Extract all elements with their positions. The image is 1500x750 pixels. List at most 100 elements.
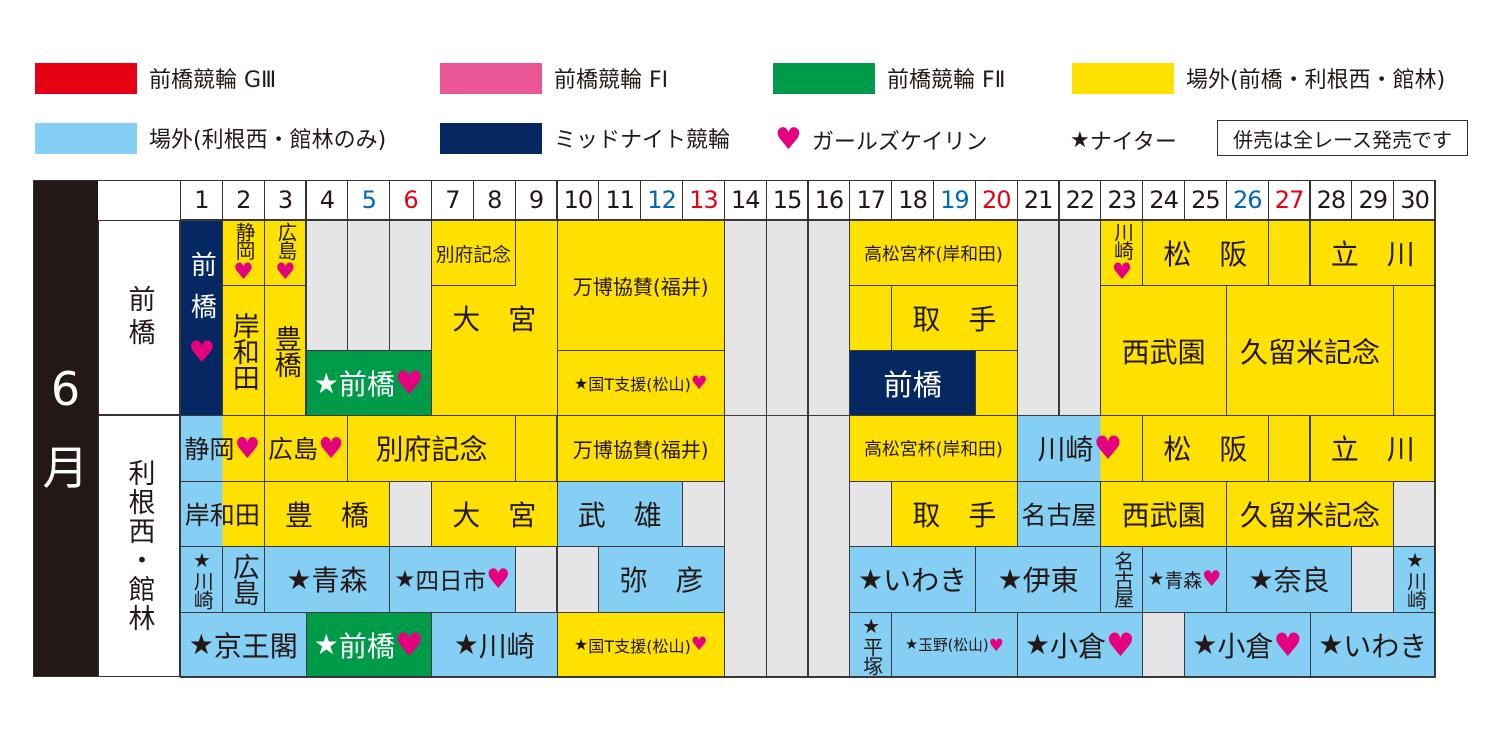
day-header-7: 7	[431, 180, 474, 220]
race-cell: 万博協賛(福井)	[556, 415, 725, 482]
legend-label: 場外(前橋・利根西・館林)	[1186, 68, 1446, 93]
empty-cell	[682, 480, 725, 547]
heart-icon: ♥	[690, 372, 708, 394]
star-icon: ★	[1318, 628, 1344, 662]
legend-item-midnight: ミッドナイト競輪	[440, 122, 730, 154]
race-name: 京王閣	[213, 629, 298, 663]
filler-cell	[514, 415, 558, 482]
legend-label: ミッドナイト競輪	[554, 128, 731, 153]
day-header-9: 9	[514, 180, 558, 220]
day-header-4: 4	[305, 180, 349, 220]
empty-cell	[1393, 480, 1436, 547]
star-icon: ★	[1192, 628, 1218, 662]
heart-icon: ♥	[1106, 625, 1135, 664]
race-cell: 高松宮杯(岸和田)	[849, 220, 1018, 286]
race-cell: 豊橋	[263, 285, 307, 416]
day-header-3: 3	[263, 180, 307, 220]
race-cell: 松 阪	[1142, 220, 1269, 286]
race-name: 西武園	[1121, 335, 1206, 369]
race-name: 立 川	[1330, 433, 1415, 467]
race-name: 小倉	[1217, 629, 1274, 663]
legend-item-f1: 前橋競輪 FⅠ	[440, 62, 668, 94]
race-cell: 西武園	[1100, 285, 1227, 416]
race-cell: 川崎 ♥	[1016, 415, 1144, 482]
race-cell: 高松宮杯(岸和田)	[849, 415, 1018, 482]
race-name: 岸和田	[184, 500, 260, 530]
race-cell: ★ 奈良	[1225, 546, 1353, 613]
race-name: 前橋	[338, 629, 395, 663]
race-cell: ★ 国T支援(松山) ♥	[556, 611, 725, 678]
legend-swatch	[440, 62, 542, 94]
empty-cell	[1016, 220, 1060, 416]
race-cell: ★ 前橋 ♥	[305, 611, 432, 678]
race-cell: 静岡 ♥	[180, 415, 265, 482]
legend-swatch	[1072, 62, 1174, 94]
star-icon: ★	[313, 366, 339, 400]
day-header-18: 18	[891, 180, 934, 220]
day-header-8: 8	[472, 180, 516, 220]
heart-icon: ♥	[272, 259, 299, 285]
race-name: 広島	[227, 553, 259, 606]
day-header-28: 28	[1309, 180, 1353, 220]
race-name: 奈良	[1273, 564, 1330, 598]
legend-item-f2: 前橋競輪 FⅡ	[773, 62, 1005, 94]
race-name: 川崎	[190, 571, 214, 610]
race-cell: ★ 小倉 ♥	[1184, 611, 1311, 678]
race-cell: ★ いわき	[1309, 611, 1436, 678]
race-cell: 名古屋	[1100, 546, 1144, 613]
race-name: 立 川	[1330, 238, 1415, 271]
filler-cell	[974, 350, 1018, 416]
heart-icon: ♥	[486, 563, 511, 595]
day-header-11: 11	[598, 180, 642, 220]
race-name: 国T支援(松山)	[588, 375, 691, 394]
race-name: 国T支援(松山)	[588, 636, 691, 656]
race-cell: 大 宮	[431, 480, 558, 547]
star-icon: ★	[905, 636, 919, 654]
race-name: 小倉	[1050, 629, 1107, 663]
star-icon: ★	[1070, 127, 1090, 153]
heart-icon: ♥	[318, 431, 344, 466]
legend-swatch	[35, 62, 137, 94]
race-name: 伊東	[1022, 564, 1079, 598]
heart-icon: ♥	[1202, 566, 1222, 592]
star-icon: ★	[1403, 549, 1427, 572]
empty-cell	[389, 220, 432, 351]
legend-swatch	[773, 62, 875, 94]
heart-icon: ♥	[1109, 259, 1136, 285]
race-name: 弥 彦	[619, 564, 704, 598]
star-icon: ★	[1024, 628, 1051, 662]
race-name: 豊橋	[269, 324, 301, 377]
day-header-25: 25	[1184, 180, 1227, 220]
month-unit: 月	[42, 440, 89, 495]
empty-cell	[1142, 611, 1185, 678]
race-cell: 岸和田	[221, 285, 265, 416]
heart-icon: ♥	[1273, 625, 1303, 664]
empty-cell	[723, 415, 767, 678]
race-cell: 名古屋	[1016, 480, 1102, 547]
day-header-20: 20	[974, 180, 1018, 220]
race-cell: 西武園	[1100, 480, 1227, 547]
heart-icon: ♥	[230, 259, 257, 285]
race-name: 前橋	[883, 368, 942, 402]
race-cell: ★ 川崎	[431, 611, 558, 678]
legend-item-girls: ♥ ガールズケイリン	[775, 122, 987, 157]
star-icon: ★	[190, 549, 214, 572]
race-name: 武 雄	[577, 498, 662, 532]
race-name: 青森	[311, 564, 368, 598]
note-box: 併売は全レース発売です	[1217, 120, 1468, 156]
race-cell: 久留米記念	[1225, 480, 1395, 547]
day-header-6: 6	[389, 180, 432, 220]
day-header-10: 10	[556, 180, 600, 220]
race-cell: 久留米記念	[1225, 285, 1395, 416]
day-header-27: 27	[1267, 180, 1311, 220]
day-header-17: 17	[849, 180, 893, 220]
race-cell: ★ 青森 ♥	[1142, 546, 1227, 613]
race-cell: 別府記念	[347, 415, 516, 482]
race-name: 松 阪	[1163, 433, 1248, 467]
race-name: 青森	[1164, 570, 1202, 592]
race-name: 取 手	[912, 498, 997, 532]
race-cell: 万博協賛(福井)	[556, 220, 725, 351]
empty-cell	[347, 220, 391, 351]
race-name: 四日市	[415, 567, 487, 596]
